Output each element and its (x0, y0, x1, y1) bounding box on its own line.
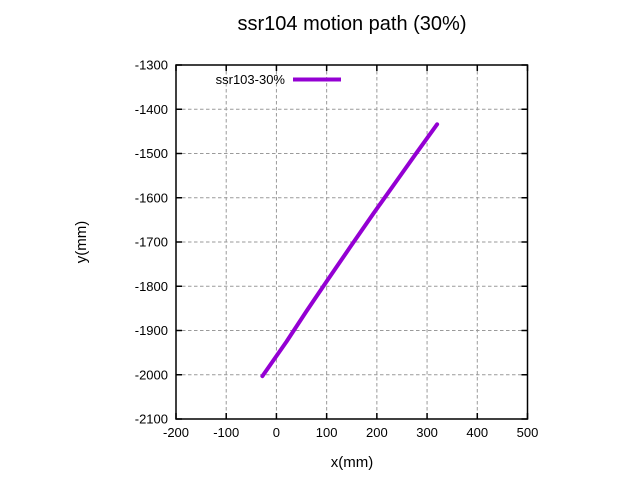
series-layer (260, 122, 440, 379)
chart-title: ssr104 motion path (30%) (237, 13, 466, 35)
y-tick-label: -1900 (135, 323, 168, 338)
y-tick-labels: -2100 -2000 -1900 -1800 -1700 -1600 -1500 -1400… (135, 58, 168, 427)
x-tick-label: -100 (213, 425, 239, 440)
x-tick-labels: -200 -100 0 100 200 300 400 500 (163, 425, 538, 440)
x-tick-label: 100 (316, 425, 338, 440)
y-tick-label: -2000 (135, 367, 168, 382)
y-tick-label: -1300 (135, 58, 168, 73)
x-tick-label: 0 (273, 425, 280, 440)
y-tick-label: -1400 (135, 102, 168, 117)
plot-border (175, 64, 529, 420)
y-axis-label: y(mm) (73, 221, 90, 263)
legend: ssr103-30% (216, 72, 341, 87)
x-tick-label: 300 (416, 425, 438, 440)
x-tick-label: -200 (163, 425, 189, 440)
y-tick-label: -1600 (135, 190, 168, 205)
x-tick-label: 500 (517, 425, 539, 440)
y-tick-label: -1700 (135, 235, 168, 250)
series-line (260, 122, 440, 379)
legend-entry-label: ssr103-30% (216, 72, 286, 87)
y-tick-label: -1800 (135, 279, 168, 294)
x-tick-label: 200 (366, 425, 388, 440)
y-tick-label: -1500 (135, 146, 168, 161)
y-tick-label: -2100 (135, 412, 168, 427)
x-tick-label: 400 (466, 425, 488, 440)
x-axis-label: x(mm) (331, 454, 373, 471)
